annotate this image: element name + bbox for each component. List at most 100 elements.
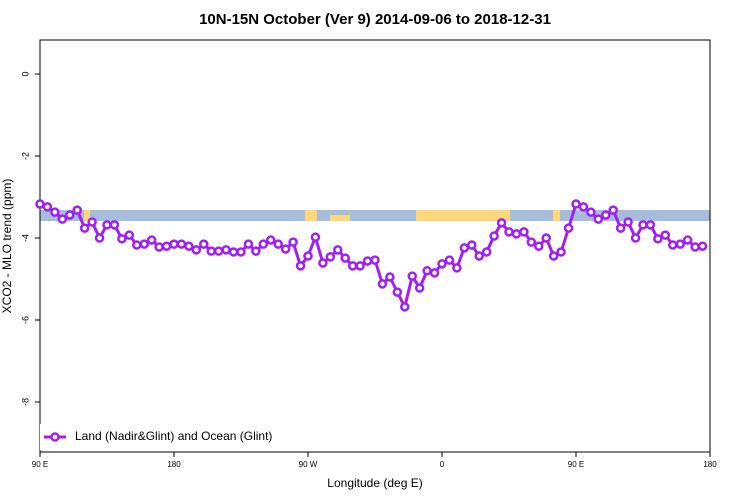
data-point: [578, 202, 589, 212]
data-point: [519, 227, 529, 237]
data-point: [102, 220, 112, 230]
data-point: [57, 214, 68, 224]
data-point: [340, 253, 350, 263]
data-point: [362, 256, 373, 266]
data-point: [124, 230, 135, 240]
data-point: [333, 245, 343, 255]
data-point: [377, 279, 388, 289]
data-point: [459, 243, 470, 253]
legend-marker: [50, 432, 60, 442]
data-point: [489, 231, 499, 241]
x-tick-label: 90 E: [568, 460, 584, 469]
data-point: [65, 210, 75, 220]
x-tick-label: 180: [167, 460, 181, 469]
data-point: [675, 239, 685, 249]
x-tick-label: 0: [440, 460, 445, 469]
data-point: [169, 239, 179, 249]
data-point: [638, 220, 648, 230]
data-point: [645, 220, 656, 230]
data-point: [623, 217, 633, 227]
data-point: [601, 210, 611, 220]
x-tick-label: 90 W: [299, 460, 318, 469]
x-tick-label: 90 E: [32, 460, 48, 469]
data-point: [511, 229, 522, 239]
data-point: [35, 199, 45, 209]
data-point: [414, 283, 425, 293]
data-point: [295, 261, 306, 271]
data-point: [154, 242, 164, 252]
data-point: [504, 227, 514, 237]
data-point: [422, 266, 432, 276]
ocean-strip: [40, 210, 710, 221]
y-tick-label: -8: [20, 398, 30, 406]
data-point: [541, 233, 551, 243]
chart-title: 10N-15N October (Ver 9) 2014-09-06 to 20…: [199, 11, 551, 28]
data-point: [556, 247, 566, 257]
data-point: [407, 271, 417, 281]
data-point: [72, 205, 82, 215]
data-point: [526, 237, 537, 247]
data-point: [437, 259, 447, 269]
data-point: [221, 245, 231, 255]
data-point: [682, 235, 693, 245]
plot-frame: [39, 39, 711, 453]
data-point: [117, 234, 127, 244]
data-point: [318, 258, 328, 268]
data-point: [266, 235, 276, 245]
data-point: [191, 245, 202, 255]
data-point: [392, 287, 403, 297]
legend: [40, 424, 290, 450]
data-point: [586, 207, 596, 217]
data-point: [697, 241, 708, 251]
data-point: [139, 239, 149, 249]
y-axis-label: XCO2 - MLO trend (ppm): [0, 179, 14, 314]
data-point: [571, 199, 581, 209]
data-point: [273, 239, 283, 249]
data-point: [548, 251, 559, 261]
y-tick-label: -4: [20, 234, 30, 242]
data-point: [243, 239, 254, 249]
map-strip: [40, 210, 710, 221]
legend-label: Land (Nadir&Glint) and Ocean (Glint): [75, 429, 272, 443]
data-point: [303, 251, 313, 261]
data-point: [347, 261, 358, 271]
data-point: [94, 233, 105, 243]
data-point: [370, 255, 380, 265]
data-point: [42, 202, 53, 212]
x-axis-label: Longitude (deg E): [327, 476, 422, 490]
data-point: [444, 255, 455, 265]
data-point: [355, 261, 365, 271]
data-point: [593, 214, 604, 224]
data-point: [496, 218, 507, 228]
data-point: [288, 237, 298, 247]
data-point: [325, 252, 336, 262]
land-patch: [84, 210, 90, 221]
data-point: [206, 246, 216, 256]
data-point: [690, 242, 700, 252]
y-tick-label: -2: [20, 152, 30, 160]
y-tick-label: -6: [20, 316, 30, 324]
data-point: [87, 217, 97, 227]
data-point: [258, 239, 269, 249]
data-point: [608, 205, 618, 215]
data-point: [251, 246, 261, 256]
data-point: [236, 247, 246, 257]
data-point: [213, 246, 224, 256]
x-tick-label: 180: [703, 460, 717, 469]
data-point: [474, 251, 484, 261]
data-point: [467, 240, 477, 250]
data-point: [132, 240, 142, 250]
data-point: [452, 263, 462, 273]
land-patch: [305, 210, 317, 221]
data-point: [161, 241, 172, 251]
land-patch: [330, 215, 350, 221]
data-point: [228, 247, 239, 257]
data-point: [481, 247, 492, 257]
data-point: [50, 207, 60, 217]
data-point: [668, 240, 678, 250]
data-point: [176, 239, 187, 249]
y-tick-label: 0: [20, 72, 30, 77]
data-point: [199, 239, 209, 249]
data-point: [146, 235, 157, 245]
data-point: [400, 302, 410, 312]
